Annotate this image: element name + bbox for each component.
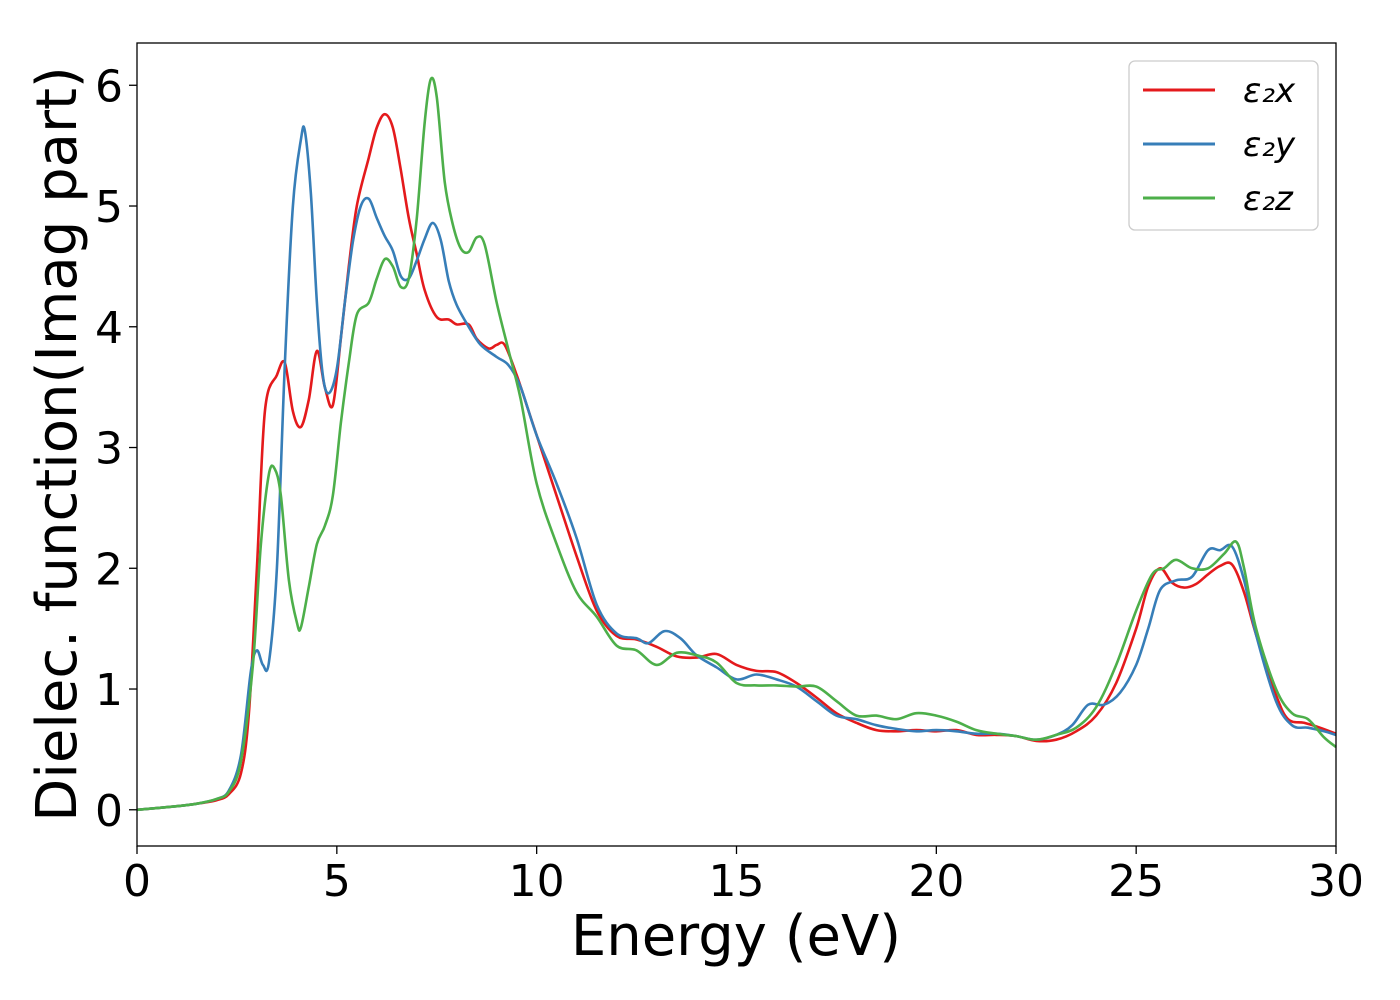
x-tick-label: 10 <box>509 856 565 907</box>
legend-label-x: ε₂x <box>1243 71 1296 111</box>
x-tick-label: 15 <box>709 856 765 907</box>
legend-box <box>1128 60 1319 231</box>
legend: ε₂x ε₂y ε₂z <box>1128 60 1319 231</box>
x-axis-ticks: 0 5 10 15 20 25 30 <box>123 846 1364 907</box>
series-lines <box>136 76 1337 812</box>
x-axis-title: Energy (eV) <box>571 904 901 969</box>
y-tick-label: 0 <box>95 786 123 837</box>
x-tick-label: 20 <box>908 856 964 907</box>
series-line-x <box>136 112 1337 812</box>
legend-label-y: ε₂y <box>1243 125 1296 165</box>
y-tick-label: 6 <box>95 61 123 112</box>
x-tick-label: 30 <box>1308 856 1364 907</box>
series-line-z <box>136 76 1337 812</box>
y-tick-label: 2 <box>95 544 123 595</box>
x-tick-label: 5 <box>323 856 351 907</box>
x-tick-label: 25 <box>1108 856 1164 907</box>
legend-label-z: ε₂z <box>1243 179 1294 219</box>
series-line-y <box>136 125 1337 812</box>
y-axis-ticks: 0 1 2 3 4 5 6 <box>95 61 137 837</box>
y-tick-label: 3 <box>95 424 123 475</box>
y-tick-label: 4 <box>95 303 123 354</box>
y-axis-title: Dielec. function(Imag part) <box>25 66 90 822</box>
y-tick-label: 1 <box>95 665 123 716</box>
y-tick-label: 5 <box>95 182 123 233</box>
x-tick-label: 0 <box>123 856 151 907</box>
